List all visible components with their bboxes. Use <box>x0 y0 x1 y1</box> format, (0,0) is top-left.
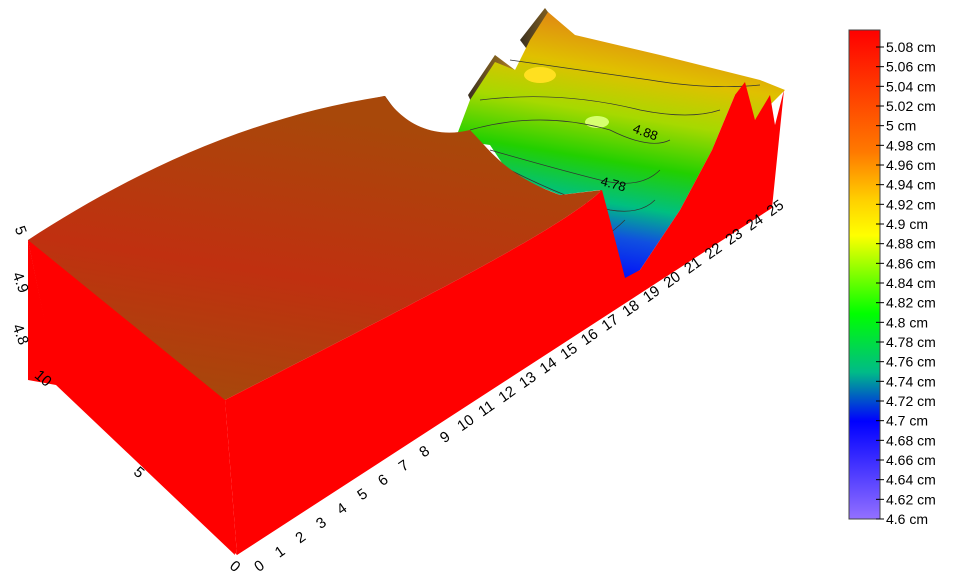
colorbar-label: 4.96 cm <box>886 157 936 173</box>
surface-bump-yellow <box>524 67 556 83</box>
x-tick-label: 17 <box>599 311 622 334</box>
x-tick-label: 13 <box>516 368 539 391</box>
surface-bump <box>585 116 609 128</box>
surface-front-wall <box>225 82 784 555</box>
x-tick-label: 15 <box>557 340 580 363</box>
z-tick-label: 5 <box>11 224 30 238</box>
x-tick-label: 25 <box>764 197 787 220</box>
colorbar-label: 4.76 cm <box>886 354 936 370</box>
colorbar-label: 4.92 cm <box>886 196 936 212</box>
surface-left-face <box>28 240 237 555</box>
x-tick-label: 11 <box>475 397 498 420</box>
x-tick-label: 8 <box>416 442 433 461</box>
colorbar-label: 4.98 cm <box>886 137 936 153</box>
x-tick-label: 24 <box>743 211 766 234</box>
y-tick-label: 0 <box>226 557 243 575</box>
x-tick-label: 21 <box>681 254 704 277</box>
surface-top <box>28 96 602 400</box>
colorbar-label: 4.84 cm <box>886 275 936 291</box>
z-tick-label: 4.9 <box>9 270 32 295</box>
x-tick-label: 12 <box>495 383 518 406</box>
x-tick-label: 16 <box>578 325 601 348</box>
colorbar-label: 5 cm <box>886 118 916 134</box>
colorbar-label: 4.7 cm <box>886 413 928 429</box>
colorbar-label: 4.64 cm <box>886 472 936 488</box>
colorbar-label: 4.74 cm <box>886 373 936 389</box>
colorbar-label: 4.86 cm <box>886 255 936 271</box>
colorbar-label: 5.04 cm <box>886 78 936 94</box>
contour-label-2: 4.78 <box>599 173 627 194</box>
y-tick-label: 5 <box>130 463 147 481</box>
colorbar-label: 4.72 cm <box>886 393 936 409</box>
x-tick-label: 22 <box>702 240 725 263</box>
colorbar-label: 5.08 cm <box>886 39 936 55</box>
contour-line <box>509 59 761 88</box>
colorbar-label: 4.94 cm <box>886 177 936 193</box>
colorbar-label: 4.82 cm <box>886 295 936 311</box>
x-tick-label: 18 <box>619 297 642 320</box>
colorbar-label: 4.78 cm <box>886 334 936 350</box>
contour-line <box>479 96 721 116</box>
x-tick-label: 19 <box>640 282 663 305</box>
colorbar-label: 5.06 cm <box>886 59 936 75</box>
colorbar <box>848 29 881 520</box>
colorbar-label: 4.6 cm <box>886 511 928 527</box>
x-tick-label: 0 <box>251 557 268 576</box>
x-tick-label: 10 <box>454 411 477 434</box>
colorbar-label: 4.62 cm <box>886 491 936 507</box>
x-tick-label: 2 <box>292 528 309 547</box>
contour-line <box>489 149 661 184</box>
x-tick-label: 14 <box>537 354 560 377</box>
colorbar-label: 4.8 cm <box>886 314 928 330</box>
z-tick-label: 4.8 <box>9 322 32 347</box>
colorbar-label: 4.88 cm <box>886 236 936 252</box>
colorbar-labels: 5.08 cm 5.06 cm 5.04 cm 5.02 cm 5 cm 4.98 cm 4… <box>876 39 936 527</box>
colorbar-label: 4.9 cm <box>886 216 928 232</box>
x-tick-label: 6 <box>375 471 392 490</box>
x-tick-label: 7 <box>396 457 413 476</box>
x-tick-label: 23 <box>722 225 745 248</box>
x-tick-label: 3 <box>313 514 330 533</box>
x-tick-label: 1 <box>272 543 289 562</box>
colorbar-label: 4.66 cm <box>886 452 936 468</box>
colorbar-label: 5.02 cm <box>886 98 936 114</box>
colorbar-label: 4.68 cm <box>886 432 936 448</box>
x-tick-label: 9 <box>437 428 454 447</box>
x-tick-label: 5 <box>354 485 371 504</box>
x-tick-label: 20 <box>661 268 684 291</box>
contour-line <box>469 119 671 144</box>
x-tick-label: 4 <box>334 500 351 519</box>
